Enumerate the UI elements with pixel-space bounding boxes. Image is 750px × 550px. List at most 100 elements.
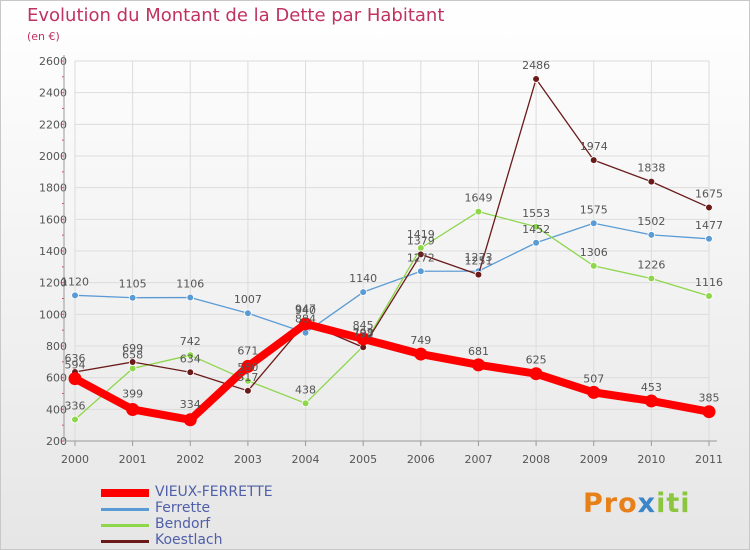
y-tick-label: 2000: [39, 150, 67, 163]
data-label: 399: [122, 387, 143, 400]
data-point: [414, 347, 428, 361]
data-point: [589, 262, 598, 270]
data-label: 699: [122, 342, 143, 355]
data-label: 1106: [176, 278, 204, 291]
legend-swatch: [101, 508, 149, 511]
axes: 200 400 600 800 1000 1200 1400 1600 1800 2000 2200…: [39, 55, 723, 466]
data-point: [647, 231, 656, 239]
data-label: 798: [353, 326, 374, 339]
data-label: 634: [180, 352, 201, 365]
data-point: [417, 250, 425, 259]
data-point: [417, 267, 425, 276]
data-point: [589, 156, 598, 164]
data-label: 2486: [522, 59, 550, 72]
data-point: [68, 372, 82, 386]
y-tick-label: 400: [46, 403, 67, 416]
series-line-ferrette: [74, 222, 710, 334]
y-tick-label: 600: [46, 372, 67, 385]
data-point: [474, 270, 483, 279]
data-label: 1553: [522, 207, 550, 220]
data-point: [644, 394, 658, 408]
data-label: 1575: [580, 203, 608, 216]
legend-label: VIEUX-FERRETTE: [155, 484, 273, 500]
x-tick-label: 2009: [580, 453, 608, 466]
data-point: [244, 377, 252, 385]
data-point: [356, 332, 370, 346]
data-label: 1974: [580, 140, 608, 153]
data-label: 947: [295, 303, 316, 316]
data-point: [126, 402, 140, 416]
x-tick-label: 2002: [176, 453, 204, 466]
data-point: [299, 317, 313, 331]
data-label: 1838: [637, 162, 665, 175]
data-point: [532, 238, 540, 247]
data-label: 749: [410, 334, 431, 347]
data-point: [359, 288, 367, 296]
x-tick-label: 2010: [637, 453, 665, 466]
data-label: 671: [237, 344, 258, 357]
data-label: 625: [526, 354, 547, 367]
grid-lines: [74, 60, 710, 442]
data-point: [532, 75, 540, 83]
x-tick-label: 2000: [61, 453, 89, 466]
data-point: [647, 177, 656, 186]
data-label: 658: [122, 348, 143, 361]
series-line-vieux-ferrette: [73, 319, 710, 424]
legend-label: Bendorf: [155, 516, 211, 532]
series-line-koestlach: [74, 78, 710, 392]
data-label: 1477: [695, 219, 723, 232]
data-point: [647, 274, 656, 283]
data-label: 1452: [522, 223, 550, 236]
y-tick-label: 1000: [39, 308, 67, 321]
data-point: [532, 222, 540, 231]
data-point: [589, 219, 598, 228]
data-label: 1306: [580, 246, 608, 259]
data-label: 594: [65, 359, 86, 372]
y-tick-label: 1400: [39, 245, 67, 258]
data-point: [705, 292, 713, 300]
chart-unit-label: (en €): [27, 30, 60, 43]
data-label: 1140: [349, 272, 377, 285]
data-point: [71, 415, 79, 424]
data-point: [529, 367, 543, 381]
series-lines: [68, 75, 716, 427]
data-label: 507: [583, 372, 604, 385]
chart-title: Evolution du Montant de la Dette par Hab…: [27, 5, 445, 26]
y-tick-label: 2400: [39, 87, 67, 100]
proxiti-logo: Proxiti: [583, 488, 691, 519]
x-tick-label: 2008: [522, 453, 550, 466]
data-label: 1251: [464, 255, 492, 268]
data-label: 580: [237, 361, 258, 374]
y-tick-label: 200: [46, 435, 67, 448]
legend-label: Ferrette: [155, 500, 211, 516]
x-tick-label: 2007: [464, 453, 492, 466]
data-point: [71, 291, 79, 300]
data-point: [128, 364, 137, 373]
data-point: [471, 358, 485, 372]
legend-label: Koestlach: [155, 532, 223, 548]
legend-item-ferrette: Ferrette: [101, 500, 341, 517]
legend-item-vieux-ferrette: VIEUX-FERRETTE: [101, 484, 341, 501]
data-label: 1120: [61, 275, 89, 288]
data-label: 334: [180, 398, 201, 411]
x-tick-label: 2001: [119, 453, 147, 466]
data-label: 336: [65, 399, 86, 412]
x-tick-label: 2006: [407, 453, 435, 466]
data-point: [186, 351, 195, 359]
data-point: [241, 359, 255, 373]
data-point: [244, 309, 252, 318]
x-tick-label: 2003: [234, 453, 262, 466]
data-label: 1502: [637, 215, 665, 228]
data-label: 1419: [407, 228, 435, 241]
y-tick-label: 1800: [39, 182, 67, 195]
data-point: [705, 203, 713, 212]
y-tick-label: 1200: [39, 277, 67, 290]
y-tick-label: 1600: [39, 213, 67, 226]
data-point: [128, 358, 137, 366]
data-label: 884: [295, 313, 316, 326]
x-tick-label: 2011: [695, 453, 723, 466]
legend-swatch: [101, 524, 149, 527]
data-label: 1226: [637, 259, 665, 272]
